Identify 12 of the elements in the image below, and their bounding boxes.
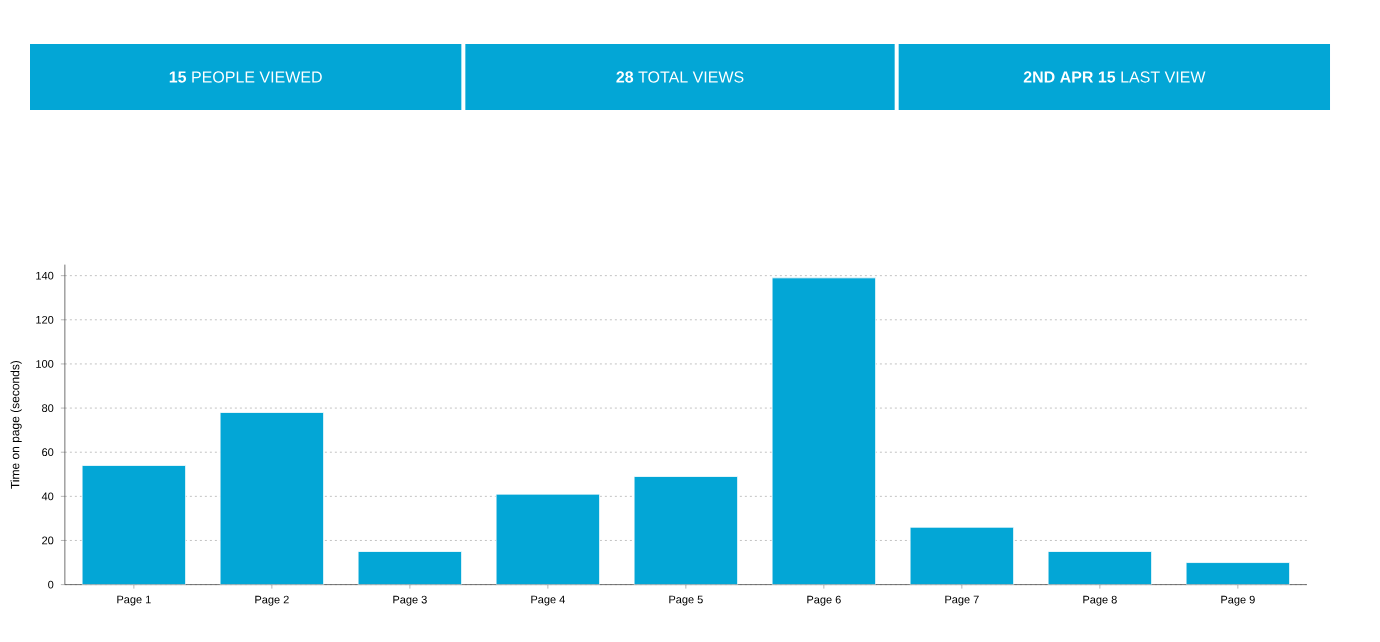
bar bbox=[81, 465, 187, 585]
bar bbox=[495, 493, 601, 585]
bar bbox=[357, 551, 463, 585]
bar bbox=[219, 412, 325, 585]
bar bbox=[909, 526, 1015, 585]
bar bbox=[633, 476, 739, 585]
bar bbox=[1047, 551, 1152, 585]
text: 2ND APR 15 LAST VIEW bbox=[1023, 71, 1206, 83]
bar bbox=[771, 277, 877, 585]
text: 28 TOTAL VIEWS bbox=[616, 71, 744, 83]
text: 15 PEOPLE VIEWED bbox=[169, 71, 322, 83]
bar bbox=[1185, 562, 1290, 585]
